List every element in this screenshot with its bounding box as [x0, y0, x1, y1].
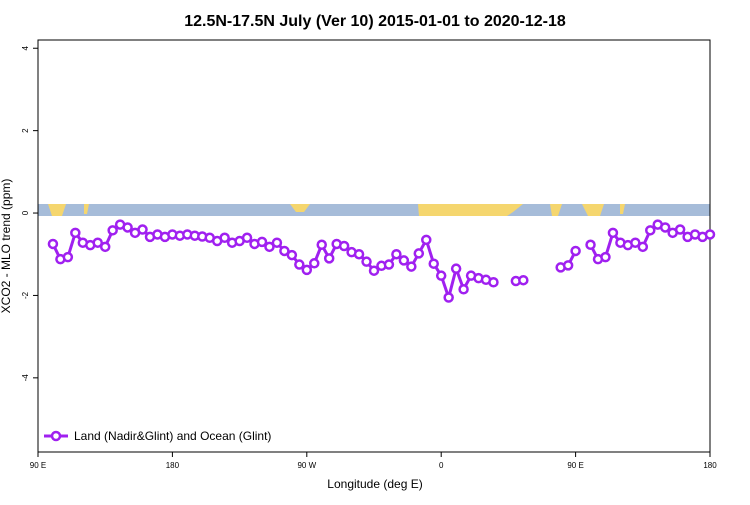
legend-marker [50, 430, 62, 442]
map-strip [38, 204, 710, 216]
data-point [286, 249, 298, 261]
data-point [562, 260, 574, 271]
x-tick-label: 180 [703, 461, 717, 470]
data-point [637, 241, 649, 253]
plot-frame [37, 39, 711, 453]
data-point [256, 236, 268, 248]
data-point [630, 237, 641, 248]
data-point [458, 284, 469, 295]
data-point [421, 234, 432, 246]
data-point [323, 253, 335, 264]
data-point [570, 245, 581, 257]
data-point [301, 264, 313, 276]
data-point [368, 265, 380, 276]
data-point [383, 259, 395, 270]
x-tick-label: 180 [166, 461, 180, 470]
y-tick-label: -2 [21, 291, 30, 299]
data-point [518, 274, 529, 286]
data-point [279, 245, 290, 257]
data-point [241, 232, 253, 244]
y-axis-label: XCO2 - MLO trend (ppm) [0, 179, 13, 314]
data-point [219, 232, 230, 244]
data-point [99, 241, 111, 253]
data-point [338, 240, 350, 252]
x-tick-label: 0 [439, 461, 444, 470]
data-point [600, 251, 611, 263]
data-point [645, 225, 656, 236]
data-point [92, 237, 103, 248]
data-point [70, 227, 81, 239]
data-point [47, 238, 59, 250]
x-tick-label: 90 E [567, 461, 583, 470]
chart-title: 12.5N-17.5N July (Ver 10) 2015-01-01 to … [184, 13, 566, 30]
x-tick-label: 90 E [30, 461, 46, 470]
y-tick-label: 0 [21, 210, 30, 215]
data-point [391, 248, 402, 260]
data-point [62, 251, 74, 263]
data-point [294, 259, 305, 270]
legend-label: Land (Nadir&Glint) and Ocean (Glint) [74, 429, 271, 443]
data-point [428, 258, 439, 269]
data-point [488, 277, 499, 288]
data-point [309, 258, 320, 269]
data-point [264, 241, 275, 253]
data-point [361, 256, 372, 267]
data-point [450, 263, 462, 274]
data-point [659, 222, 671, 233]
data-point [122, 222, 133, 233]
y-tick-label: 2 [21, 128, 30, 133]
data-point [674, 224, 686, 235]
data-point [443, 292, 454, 303]
data-point [271, 237, 283, 248]
x-axis-label: Longitude (deg E) [327, 477, 422, 491]
x-tick-label: 90 W [297, 461, 316, 470]
data-point [353, 248, 365, 260]
data-point [704, 229, 716, 240]
data-point [316, 239, 327, 251]
data-point [585, 239, 596, 251]
data-point [137, 224, 148, 235]
data-point [406, 261, 417, 272]
data-point [413, 248, 425, 259]
data-point [107, 225, 118, 236]
y-tick-label: 4 [21, 45, 30, 50]
data-point [607, 227, 619, 239]
data-point [435, 270, 447, 281]
data-point [398, 255, 410, 266]
y-tick-label: -4 [21, 374, 30, 382]
